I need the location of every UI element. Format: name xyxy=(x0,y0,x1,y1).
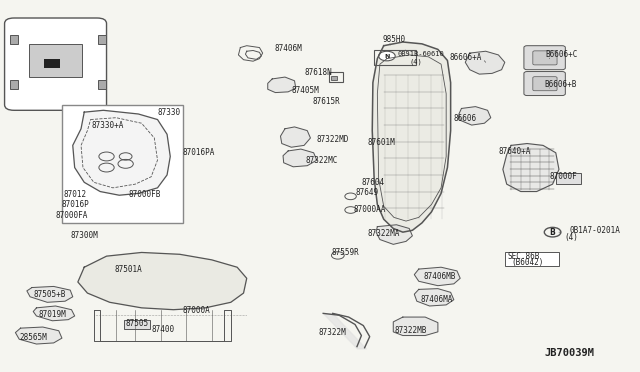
Polygon shape xyxy=(376,225,412,244)
Polygon shape xyxy=(503,144,559,192)
Polygon shape xyxy=(268,77,296,93)
Text: N: N xyxy=(384,54,390,58)
Bar xyxy=(505,253,559,266)
Text: 87300M: 87300M xyxy=(70,231,98,240)
Text: (B6042): (B6042) xyxy=(511,258,543,267)
Text: B: B xyxy=(550,228,556,237)
Bar xyxy=(10,35,18,44)
Text: 87000AA: 87000AA xyxy=(354,205,386,215)
Text: 87000FB: 87000FB xyxy=(129,190,161,199)
Text: B6606+B: B6606+B xyxy=(544,80,577,89)
Text: 87322MD: 87322MD xyxy=(317,135,349,144)
Text: 87505+B: 87505+B xyxy=(33,290,66,299)
Text: 87330+A: 87330+A xyxy=(92,121,124,129)
Bar xyxy=(99,35,106,44)
Circle shape xyxy=(379,51,395,61)
Text: (4): (4) xyxy=(409,58,422,65)
Bar xyxy=(44,59,60,68)
Text: 87322MA: 87322MA xyxy=(367,229,399,238)
Polygon shape xyxy=(459,107,491,125)
Bar xyxy=(331,76,337,80)
Polygon shape xyxy=(33,306,75,321)
Text: 87322M: 87322M xyxy=(319,328,346,337)
FancyBboxPatch shape xyxy=(4,18,106,110)
Text: 87505: 87505 xyxy=(125,319,148,328)
Text: 87405M: 87405M xyxy=(291,86,319,95)
Text: B6606+C: B6606+C xyxy=(545,50,577,59)
Text: 985H0: 985H0 xyxy=(383,35,406,44)
Bar xyxy=(62,105,183,223)
FancyBboxPatch shape xyxy=(533,51,557,65)
Text: 87000FA: 87000FA xyxy=(56,211,88,220)
Bar xyxy=(29,44,83,77)
Text: 0B91B-60610: 0B91B-60610 xyxy=(397,51,445,57)
FancyBboxPatch shape xyxy=(533,77,557,91)
Text: 87330: 87330 xyxy=(157,108,180,117)
Text: 87601M: 87601M xyxy=(368,138,396,147)
Text: 87322MB: 87322MB xyxy=(394,326,427,335)
Polygon shape xyxy=(394,317,438,336)
Bar xyxy=(10,80,18,89)
Text: 28565M: 28565M xyxy=(19,333,47,342)
Text: 87406M: 87406M xyxy=(274,44,302,53)
Polygon shape xyxy=(283,149,317,167)
Text: SEC.86B: SEC.86B xyxy=(508,251,540,261)
Bar xyxy=(374,51,416,64)
Polygon shape xyxy=(78,253,246,310)
Text: 87406MB: 87406MB xyxy=(423,272,456,281)
Text: 0B1A7-0201A: 0B1A7-0201A xyxy=(570,226,621,235)
Text: 86606+A: 86606+A xyxy=(449,53,482,62)
Bar xyxy=(329,73,343,82)
Text: 87649: 87649 xyxy=(355,188,378,197)
Bar xyxy=(556,173,581,184)
Bar xyxy=(99,80,106,89)
Polygon shape xyxy=(465,51,505,74)
FancyBboxPatch shape xyxy=(524,46,565,70)
Text: 87559R: 87559R xyxy=(332,248,359,257)
Polygon shape xyxy=(15,327,62,344)
Text: 87019M: 87019M xyxy=(38,310,66,319)
Text: 87016P: 87016P xyxy=(62,200,90,209)
Polygon shape xyxy=(73,110,170,195)
Text: JB70039M: JB70039M xyxy=(544,348,594,358)
Polygon shape xyxy=(414,289,454,306)
Text: 86606: 86606 xyxy=(454,114,477,123)
Text: 87000A: 87000A xyxy=(183,305,211,315)
Text: 87406MA: 87406MA xyxy=(420,295,453,304)
Bar xyxy=(124,320,150,329)
Text: 87000F: 87000F xyxy=(549,171,577,180)
Text: 87615R: 87615R xyxy=(312,97,340,106)
Text: 87016PA: 87016PA xyxy=(183,148,216,157)
Text: (4): (4) xyxy=(564,233,578,242)
FancyBboxPatch shape xyxy=(524,71,565,96)
Polygon shape xyxy=(372,42,451,232)
Text: 87322MC: 87322MC xyxy=(305,156,338,166)
Text: 87400: 87400 xyxy=(151,326,174,334)
Polygon shape xyxy=(27,286,73,302)
Text: 87501A: 87501A xyxy=(115,265,143,274)
Polygon shape xyxy=(414,267,460,286)
Polygon shape xyxy=(280,127,310,147)
Text: 87012: 87012 xyxy=(63,190,86,199)
Text: 87604: 87604 xyxy=(362,178,385,187)
Text: 87618N: 87618N xyxy=(304,68,332,77)
Text: 87640+A: 87640+A xyxy=(499,147,531,156)
